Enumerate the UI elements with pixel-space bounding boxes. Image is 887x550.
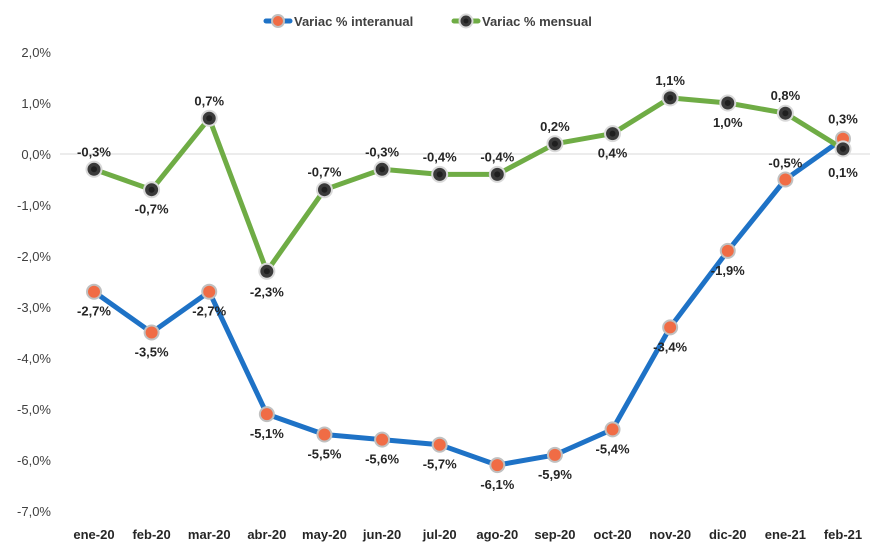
x-tick-label: nov-20 <box>649 527 691 542</box>
marker-mensual-core <box>782 110 789 117</box>
x-tick-label: abr-20 <box>247 527 286 542</box>
marker-mensual-core <box>840 145 846 152</box>
data-label-mensual: 0,4% <box>598 146 628 161</box>
y-tick-label: -5,0% <box>17 402 51 417</box>
data-label-interanual: 0,3% <box>828 112 858 127</box>
legend-marker-core <box>463 18 469 24</box>
series-line-interanual <box>91 136 846 468</box>
marker-mensual-core <box>263 268 270 275</box>
x-tick-label: may-20 <box>302 527 347 542</box>
y-tick-label: 0,0% <box>21 147 51 162</box>
data-label-mensual: 0,7% <box>194 93 224 108</box>
x-tick-label: ene-21 <box>765 527 806 542</box>
series-lines <box>91 95 846 468</box>
marker-interanual <box>374 431 391 448</box>
x-tick-label: jul-20 <box>422 527 457 542</box>
y-tick-label: 1,0% <box>21 96 51 111</box>
data-label-interanual: -5,7% <box>423 457 457 472</box>
data-label-mensual: -0,7% <box>307 165 341 180</box>
data-label-interanual: -0,5% <box>768 156 802 171</box>
marker-mensual-core <box>379 166 386 173</box>
data-label-mensual: 0,2% <box>540 119 570 134</box>
data-label-interanual: -2,7% <box>192 304 226 319</box>
marker-mensual-core <box>91 166 97 173</box>
data-label-mensual: 0,8% <box>771 88 801 103</box>
marker-interanual <box>777 171 794 188</box>
marker-mensual-core <box>206 115 213 122</box>
marker-mensual-core <box>609 130 616 137</box>
x-tick-label: sep-20 <box>534 527 575 542</box>
data-label-mensual: -2,3% <box>250 284 284 299</box>
marker-interanual <box>431 436 448 453</box>
marker-interanual <box>258 406 275 423</box>
marker-mensual-core <box>148 186 155 193</box>
data-label-mensual: -0,3% <box>77 144 111 159</box>
data-label-interanual: -3,4% <box>653 339 687 354</box>
marker-interanual <box>719 242 736 259</box>
data-label-mensual: 1,1% <box>655 73 685 88</box>
marker-interanual <box>316 426 333 443</box>
marker-interanual <box>604 421 621 438</box>
y-tick-label: -4,0% <box>17 351 51 366</box>
data-label-mensual: -0,4% <box>423 149 457 164</box>
data-label-interanual: -1,9% <box>711 263 745 278</box>
legend-marker <box>271 14 285 28</box>
data-label-mensual: 1,0% <box>713 115 743 130</box>
marker-mensual-core <box>321 186 328 193</box>
marker-interanual <box>143 324 160 341</box>
data-label-interanual: -6,1% <box>480 477 514 492</box>
data-label-interanual: -3,5% <box>135 345 169 360</box>
y-tick-label: -2,0% <box>17 249 51 264</box>
marker-interanual <box>489 457 506 474</box>
marker-mensual-core <box>436 171 443 178</box>
legend: Variac % interanual Variac % mensual <box>263 13 592 29</box>
data-label-interanual: -2,7% <box>77 304 111 319</box>
y-tick-label: -7,0% <box>17 504 51 519</box>
marker-mensual-core <box>667 94 674 101</box>
data-label-interanual: -5,1% <box>250 426 284 441</box>
marker-interanual <box>86 283 102 300</box>
data-label-interanual: -5,9% <box>538 467 572 482</box>
data-label-mensual: -0,4% <box>480 149 514 164</box>
data-label-interanual: -5,6% <box>365 452 399 467</box>
y-tick-label: -3,0% <box>17 300 51 315</box>
marker-mensual-core <box>551 140 558 147</box>
x-tick-label: mar-20 <box>188 527 231 542</box>
x-tick-label: ago-20 <box>476 527 518 542</box>
data-label-mensual: -0,7% <box>135 202 169 217</box>
legend-label: Variac % mensual <box>482 14 592 29</box>
data-labels: -2,7% -3,5% -2,7% -5,1% -5,5% -5,6% -5,7% -6,1%… <box>77 73 858 492</box>
marker-interanual <box>201 283 218 300</box>
y-axis: 2,0% 1,0% 0,0% -1,0% -2,0% -3,0% -4,0% -5,0% -6,… <box>17 45 870 519</box>
marker-interanual <box>546 446 563 463</box>
series-markers <box>85 89 852 474</box>
marker-interanual <box>662 319 679 336</box>
marker-mensual-core <box>494 171 501 178</box>
x-tick-label: ene-20 <box>73 527 114 542</box>
x-axis: ene-20 feb-20 mar-20 abr-20 may-20 jun-20 jul-… <box>73 527 862 542</box>
x-tick-label: dic-20 <box>709 527 747 542</box>
x-tick-label: feb-21 <box>824 527 862 542</box>
legend-label: Variac % interanual <box>294 14 413 29</box>
y-tick-label: -1,0% <box>17 198 51 213</box>
x-tick-label: feb-20 <box>132 527 170 542</box>
x-tick-label: oct-20 <box>593 527 631 542</box>
marker-mensual-core <box>724 100 731 106</box>
data-label-interanual: -5,4% <box>596 441 630 456</box>
x-tick-label: jun-20 <box>362 527 401 542</box>
y-tick-label: 2,0% <box>21 45 51 60</box>
series-line-mensual <box>91 95 846 274</box>
data-label-mensual: -0,3% <box>365 144 399 159</box>
y-tick-label: -6,0% <box>17 453 51 468</box>
data-label-interanual: -5,5% <box>307 447 341 462</box>
data-label-mensual: 0,1% <box>828 165 858 180</box>
